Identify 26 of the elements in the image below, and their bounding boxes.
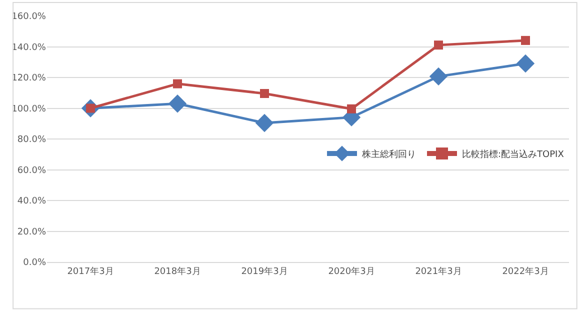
y-tick-label: 60.0%: [17, 166, 46, 176]
y-tick-label: 100.0%: [12, 104, 46, 114]
y-tick-label: 0.0%: [23, 258, 46, 268]
point: [255, 114, 274, 132]
x-tick-label: 2018年3月: [154, 266, 201, 277]
y-tick-label: 20.0%: [17, 227, 46, 238]
point: [347, 104, 356, 114]
y-tick-label: 140.0%: [12, 42, 46, 53]
legend-label: 比較指標:配当込みTOPIX: [462, 149, 564, 160]
x-tick-label: 2017年3月: [67, 266, 114, 277]
point: [173, 79, 182, 88]
point: [516, 54, 535, 73]
point: [429, 67, 448, 86]
x-tick-label: 2021年3月: [415, 266, 462, 277]
y-tick-label: 40.0%: [17, 196, 46, 207]
point: [521, 36, 530, 45]
y-tick-label: 80.0%: [17, 135, 46, 146]
x-tick-label: 2019年3月: [241, 266, 288, 277]
y-tick-label: 160.0%: [12, 12, 46, 22]
y-tick-label: 120.0%: [12, 74, 46, 84]
x-tick-label: 2020年3月: [328, 266, 375, 277]
x-tick-label: 2022年3月: [502, 266, 549, 277]
point: [260, 88, 269, 98]
legend-label: 株主総利回り: [361, 149, 416, 160]
point: [434, 40, 443, 50]
point: [168, 94, 187, 113]
